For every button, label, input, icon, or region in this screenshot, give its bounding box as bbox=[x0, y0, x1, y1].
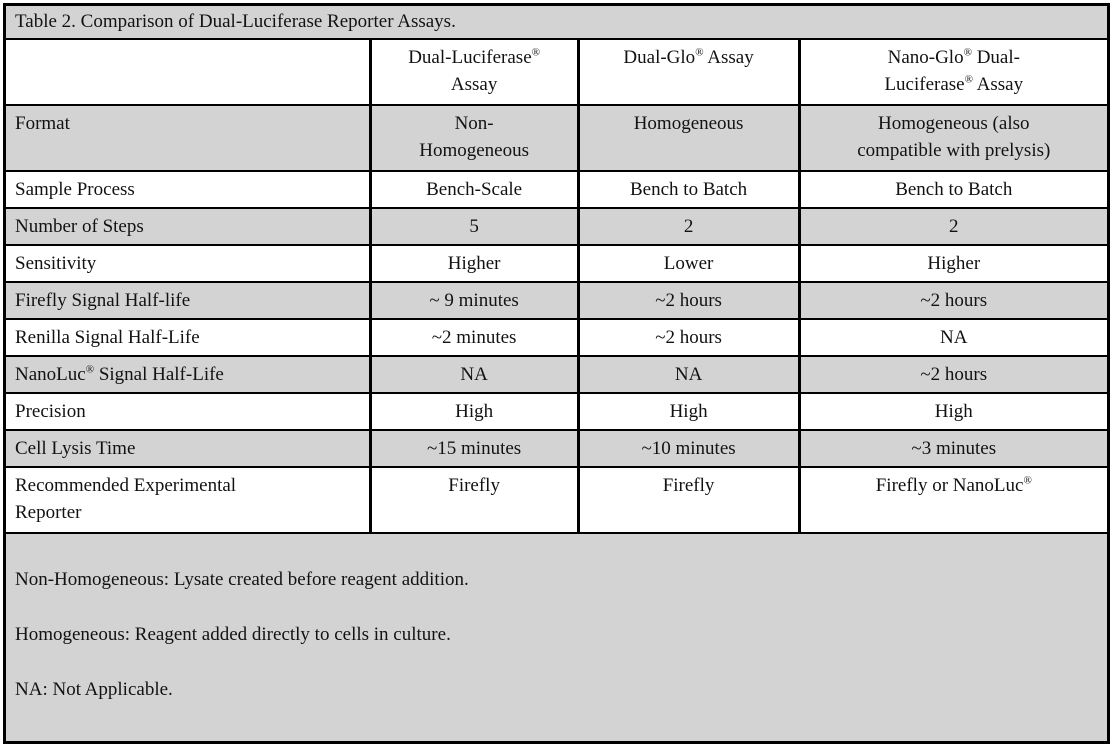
table-row: Cell Lysis Time ~15 minutes ~10 minutes ~3 … bbox=[3, 429, 1111, 468]
registered-mark-icon: ® bbox=[1023, 474, 1032, 487]
column-header-nano-glo: Nano-Glo® Dual- Luciferase® Assay bbox=[797, 38, 1111, 106]
row-label: Sample Process bbox=[3, 170, 372, 209]
cell-value: Bench-Scale bbox=[368, 170, 580, 209]
row-label: Format bbox=[3, 104, 372, 172]
title-row: Table 2. Comparison of Dual-Luciferase R… bbox=[3, 3, 1110, 40]
cell-value: Firefly bbox=[576, 466, 801, 534]
row-label: Firefly Signal Half-life bbox=[3, 281, 372, 320]
table-row: Recommended Experimental Reporter Firefly… bbox=[3, 466, 1111, 534]
cell-value: Non- Homogeneous bbox=[368, 104, 580, 172]
cell-value: Homogeneous bbox=[576, 104, 801, 172]
cell-value: Lower bbox=[576, 244, 801, 283]
cell-value: ~2 hours bbox=[576, 281, 801, 320]
cell-value: ~2 hours bbox=[797, 281, 1111, 320]
row-label: Sensitivity bbox=[3, 244, 372, 283]
footnote-line: Non-Homogeneous: Lysate created before r… bbox=[15, 569, 469, 590]
cell-value: Firefly or NanoLuc® bbox=[797, 466, 1111, 534]
cell-value: ~ 9 minutes bbox=[368, 281, 580, 320]
table-row: Number of Steps 5 2 2 bbox=[3, 207, 1111, 246]
cell-value: High bbox=[368, 392, 580, 431]
footnote-cell: Non-Homogeneous: Lysate created before r… bbox=[3, 532, 1110, 744]
row-label: Precision bbox=[3, 392, 372, 431]
table-body: Format Non- Homogeneous Homogeneous Homogen… bbox=[3, 104, 1111, 534]
table-row: Format Non- Homogeneous Homogeneous Homogen… bbox=[3, 104, 1111, 172]
cell-value: ~10 minutes bbox=[576, 429, 801, 468]
cell-value: ~2 hours bbox=[576, 318, 801, 357]
table-row: Firefly Signal Half-life ~ 9 minutes ~2 ho… bbox=[3, 281, 1111, 320]
table-row: Precision High High High bbox=[3, 392, 1111, 431]
table-title: Table 2. Comparison of Dual-Luciferase R… bbox=[3, 3, 1110, 40]
table-row: Sensitivity Higher Lower Higher bbox=[3, 244, 1111, 283]
registered-mark-icon: ® bbox=[964, 73, 973, 86]
cell-value: ~2 minutes bbox=[368, 318, 580, 357]
row-label: NanoLuc® Signal Half-Life bbox=[3, 355, 372, 394]
row-label: Number of Steps bbox=[3, 207, 372, 246]
cell-value: ~3 minutes bbox=[797, 429, 1111, 468]
cell-value: High bbox=[797, 392, 1111, 431]
column-header-dual-luciferase: Dual-Luciferase® Assay bbox=[368, 38, 580, 106]
cell-value: Homogeneous (also compatible with prelys… bbox=[797, 104, 1111, 172]
column-header-dual-glo: Dual-Glo® Assay bbox=[576, 38, 801, 106]
registered-mark-icon: ® bbox=[85, 363, 95, 376]
footnote-line: NA: Not Applicable. bbox=[15, 679, 173, 700]
cell-value: High bbox=[576, 392, 801, 431]
table-row: Sample Process Bench-Scale Bench to Batch B… bbox=[3, 170, 1111, 209]
empty-header-cell bbox=[3, 38, 372, 106]
comparison-table: Table 2. Comparison of Dual-Luciferase R… bbox=[3, 3, 1111, 744]
header-row: Dual-Luciferase® Assay Dual-Glo® Assay N… bbox=[3, 38, 1111, 106]
footnote-line: Homogeneous: Reagent added directly to c… bbox=[15, 624, 451, 645]
cell-value: Higher bbox=[797, 244, 1111, 283]
cell-value: 2 bbox=[576, 207, 801, 246]
cell-value: Firefly bbox=[368, 466, 580, 534]
registered-mark-icon: ® bbox=[695, 46, 704, 59]
footnote-row: Non-Homogeneous: Lysate created before r… bbox=[3, 532, 1110, 744]
registered-mark-icon: ® bbox=[963, 46, 972, 59]
table-row: NanoLuc® Signal Half-Life NA NA ~2 hours bbox=[3, 355, 1111, 394]
row-label: Recommended Experimental Reporter bbox=[3, 466, 372, 534]
row-label: Cell Lysis Time bbox=[3, 429, 372, 468]
cell-value: ~15 minutes bbox=[368, 429, 580, 468]
cell-value: Bench to Batch bbox=[576, 170, 801, 209]
cell-value: Bench to Batch bbox=[797, 170, 1111, 209]
table-row: Renilla Signal Half-Life ~2 minutes ~2 hou… bbox=[3, 318, 1111, 357]
cell-value: 5 bbox=[368, 207, 580, 246]
cell-value: 2 bbox=[797, 207, 1111, 246]
cell-value: ~2 hours bbox=[797, 355, 1111, 394]
cell-value: NA bbox=[368, 355, 580, 394]
cell-value: Higher bbox=[368, 244, 580, 283]
cell-value: NA bbox=[797, 318, 1111, 357]
cell-value: NA bbox=[576, 355, 801, 394]
registered-mark-icon: ® bbox=[531, 46, 540, 59]
row-label: Renilla Signal Half-Life bbox=[3, 318, 372, 357]
